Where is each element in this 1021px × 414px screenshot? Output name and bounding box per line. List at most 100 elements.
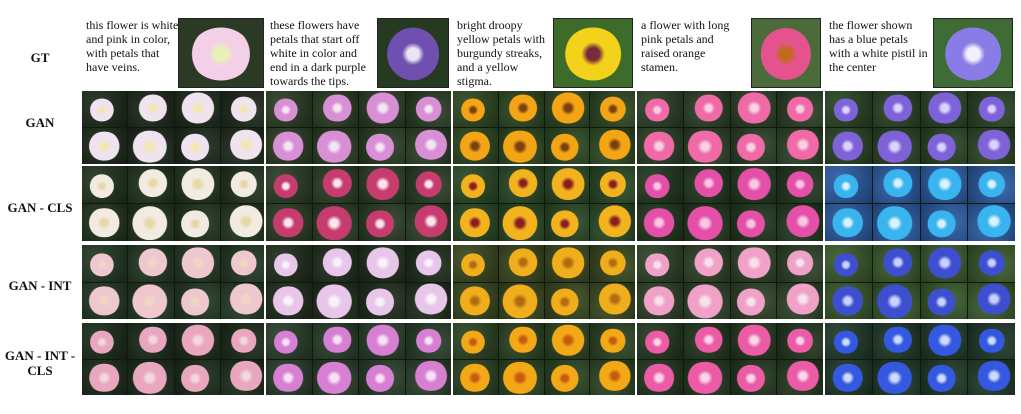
generated-flower-image <box>128 204 174 241</box>
flower-bloom <box>874 130 915 164</box>
generated-flower-image <box>405 359 451 395</box>
generated-flower-image <box>312 245 358 282</box>
generated-flower-image <box>174 245 220 282</box>
generated-sample-grid <box>266 323 451 395</box>
generated-flower-image <box>777 204 823 241</box>
flower-bloom <box>977 250 1007 276</box>
gt-caption: this flower is white and pink in color, … <box>86 18 179 74</box>
flower-bloom <box>874 284 915 319</box>
generated-flower-image <box>637 204 683 241</box>
generated-flower-image <box>544 282 590 319</box>
flower-bloom <box>180 168 217 200</box>
flower-bloom <box>881 94 915 122</box>
flower-bloom <box>735 133 767 161</box>
generated-flower-image <box>683 282 730 319</box>
flower-bloom <box>736 324 773 356</box>
flower-bloom <box>189 27 253 81</box>
flower-bloom <box>597 129 633 160</box>
flower-bloom <box>692 169 725 198</box>
flower-bloom <box>364 133 396 161</box>
flower-bloom <box>692 94 725 122</box>
generated-flower-image <box>825 204 872 241</box>
generated-flower-image <box>590 166 635 203</box>
generated-flower-image <box>683 91 730 127</box>
flower-bloom <box>458 286 492 316</box>
generated-flower-image <box>82 128 128 164</box>
generated-flower-image <box>968 323 1015 359</box>
generated-flower-image <box>968 282 1015 319</box>
gt-caption: the flower shown has a blue petals with … <box>829 18 928 74</box>
flower-bloom <box>926 324 964 356</box>
generated-flower-image <box>920 245 968 282</box>
flower-bloom <box>832 253 860 277</box>
flower-bloom <box>926 92 964 124</box>
generated-flower-image <box>968 91 1015 127</box>
generated-sample-grid <box>453 166 635 241</box>
generated-flower-image <box>683 166 730 203</box>
flower-bloom <box>271 131 306 161</box>
generated-flower-image <box>453 359 498 395</box>
generated-flower-image <box>266 359 312 395</box>
generated-flower-image <box>968 166 1015 203</box>
flower-bloom <box>88 330 116 354</box>
generated-sample-grid <box>825 323 1015 395</box>
flower-bloom <box>736 92 773 124</box>
generated-flower-image <box>359 323 405 359</box>
generated-flower-image <box>637 166 683 203</box>
generated-flower-image <box>453 128 498 164</box>
generated-flower-image <box>777 359 823 395</box>
flower-bloom <box>550 324 586 356</box>
flower-bloom <box>642 286 677 316</box>
generated-flower-image <box>498 323 544 359</box>
generated-flower-image <box>405 91 451 127</box>
generated-flower-image <box>128 323 174 359</box>
generated-flower-image <box>405 245 451 282</box>
generated-flower-image <box>872 166 920 203</box>
generated-flower-image <box>128 128 174 164</box>
flower-bloom <box>227 283 264 315</box>
flower-bloom <box>642 207 677 238</box>
flower-bloom <box>507 94 539 122</box>
generated-flower-image <box>498 166 544 203</box>
flower-bloom <box>412 129 449 160</box>
flower-bloom <box>272 330 300 354</box>
generated-flower-image <box>174 128 220 164</box>
flower-bloom <box>881 326 915 354</box>
generated-sample-grid <box>637 91 823 164</box>
flower-bloom <box>500 361 539 395</box>
generated-sample-grid <box>266 245 451 319</box>
flower-bloom <box>314 361 354 395</box>
generated-flower-image <box>968 245 1015 282</box>
generated-flower-image <box>730 245 777 282</box>
generated-flower-image <box>968 204 1015 241</box>
generated-flower-image <box>82 91 128 127</box>
generated-sample-grid <box>453 245 635 319</box>
generated-flower-image <box>174 166 220 203</box>
generated-flower-image <box>405 166 451 203</box>
flower-bloom <box>736 246 773 279</box>
flower-bloom <box>364 92 402 124</box>
flower-bloom <box>229 96 258 122</box>
row-label: GAN - CLS <box>7 200 73 215</box>
flower-bloom <box>975 283 1013 315</box>
flower-bloom <box>643 174 671 198</box>
flower-bloom <box>459 330 486 354</box>
flower-bloom <box>926 246 964 279</box>
generated-flower-image <box>968 128 1015 164</box>
flower-bloom <box>137 169 169 198</box>
generated-flower-image <box>730 91 777 127</box>
flower-bloom <box>130 130 169 164</box>
generated-flower-image <box>266 245 312 282</box>
flower-bloom <box>88 174 116 198</box>
flower-bloom <box>597 283 633 315</box>
generated-flower-image <box>82 282 128 319</box>
generated-flower-image <box>825 166 872 203</box>
flower-bloom <box>229 328 258 353</box>
generated-flower-image <box>266 282 312 319</box>
generated-flower-image <box>777 323 823 359</box>
flower-bloom <box>642 363 677 392</box>
generated-flower-image <box>498 128 544 164</box>
flower-bloom <box>314 130 354 164</box>
generated-flower-image <box>872 204 920 241</box>
generated-flower-image <box>498 282 544 319</box>
